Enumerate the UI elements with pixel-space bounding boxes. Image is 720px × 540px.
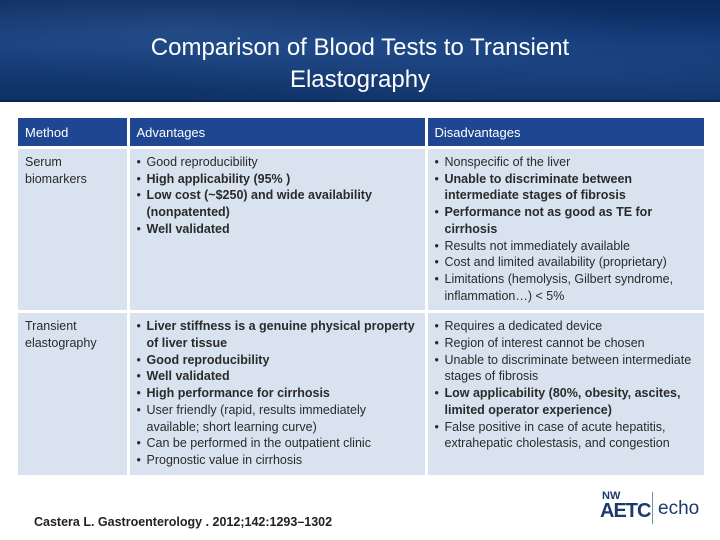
logo-echo-text: echo [658,498,700,519]
table-header-row: Method Advantages Disadvantages [18,118,704,148]
comparison-table: Method Advantages Disadvantages Serum bi… [18,118,704,475]
cell-method: Transient elastography [18,310,130,475]
list-item: High applicability (95% ) [137,171,418,188]
advantages-list: Liver stiffness is a genuine physical pr… [137,318,418,468]
list-item: Limitations (hemolysis, Gilbert syndrome… [435,271,698,304]
header-advantages: Advantages [128,118,428,148]
list-item: Nonspecific of the liver [435,154,698,171]
advantages-list: Good reproducibilityHigh applicability (… [137,154,418,238]
list-item: False positive in case of acute hepatiti… [435,419,698,452]
list-item: Good reproducibility [137,352,418,369]
list-item: Region of interest cannot be chosen [435,335,698,352]
method-label-line: biomarkers [25,171,87,186]
method-label-line: elastography [25,336,97,351]
nw-aetc-echo-logo: NW AETC echo [598,488,710,528]
logo-aetc-text: AETC [600,500,651,522]
title-line-1: Comparison of Blood Tests to Transient [150,34,570,61]
cell-disadvantages: Requires a dedicated deviceRegion of int… [426,310,704,475]
cell-disadvantages: Nonspecific of the liverUnable to discri… [426,145,704,312]
cell-method: Serum biomarkers [18,145,130,312]
list-item: Unable to discriminate between intermedi… [435,171,698,204]
citation: Castera L. Gastroenterology . 2012;142:1… [34,515,333,529]
list-item: Good reproducibility [137,154,418,171]
list-item: Results not immediately available [435,238,698,255]
list-item: Well validated [137,221,418,238]
comparison-table-wrapper: Method Advantages Disadvantages Serum bi… [18,118,704,475]
list-item: Low applicability (80%, obesity, ascites… [435,385,698,418]
list-item: Requires a dedicated device [435,318,698,335]
list-item: Well validated [137,368,418,385]
list-item: Prognostic value in cirrhosis [137,452,418,469]
cell-advantages: Good reproducibilityHigh applicability (… [128,145,428,312]
disadvantages-list: Nonspecific of the liverUnable to discri… [435,154,698,304]
method-label-line: Serum [25,155,62,169]
list-item: High performance for cirrhosis [137,385,418,402]
logo-divider [652,492,653,524]
title-banner: Comparison of Blood Tests to Transient E… [0,0,720,102]
cell-advantages: Liver stiffness is a genuine physical pr… [128,310,428,475]
header-disadvantages: Disadvantages [426,118,704,148]
slide-title: Comparison of Blood Tests to Transient E… [60,32,660,96]
list-item: Liver stiffness is a genuine physical pr… [137,318,418,351]
list-item: Can be performed in the outpatient clini… [137,435,418,452]
title-line-2: Elastography [289,66,431,93]
disadvantages-list: Requires a dedicated deviceRegion of int… [435,318,698,452]
list-item: Cost and limited availability (proprieta… [435,254,698,271]
table-row-serum-biomarkers: Serum biomarkers Good reproducibilityHig… [18,145,704,312]
list-item: User friendly (rapid, results immediatel… [137,402,418,435]
logo-nw-text: NW [602,490,621,502]
list-item: Low cost (~$250) and wide availability (… [137,187,418,220]
method-label-line: Transient [25,319,77,334]
list-item: Performance not as good as TE for cirrho… [435,204,698,237]
table-row-transient-elastography: Transient elastography Liver stiffness i… [18,310,704,475]
header-method: Method [18,118,130,148]
list-item: Unable to discriminate between intermedi… [435,352,698,385]
